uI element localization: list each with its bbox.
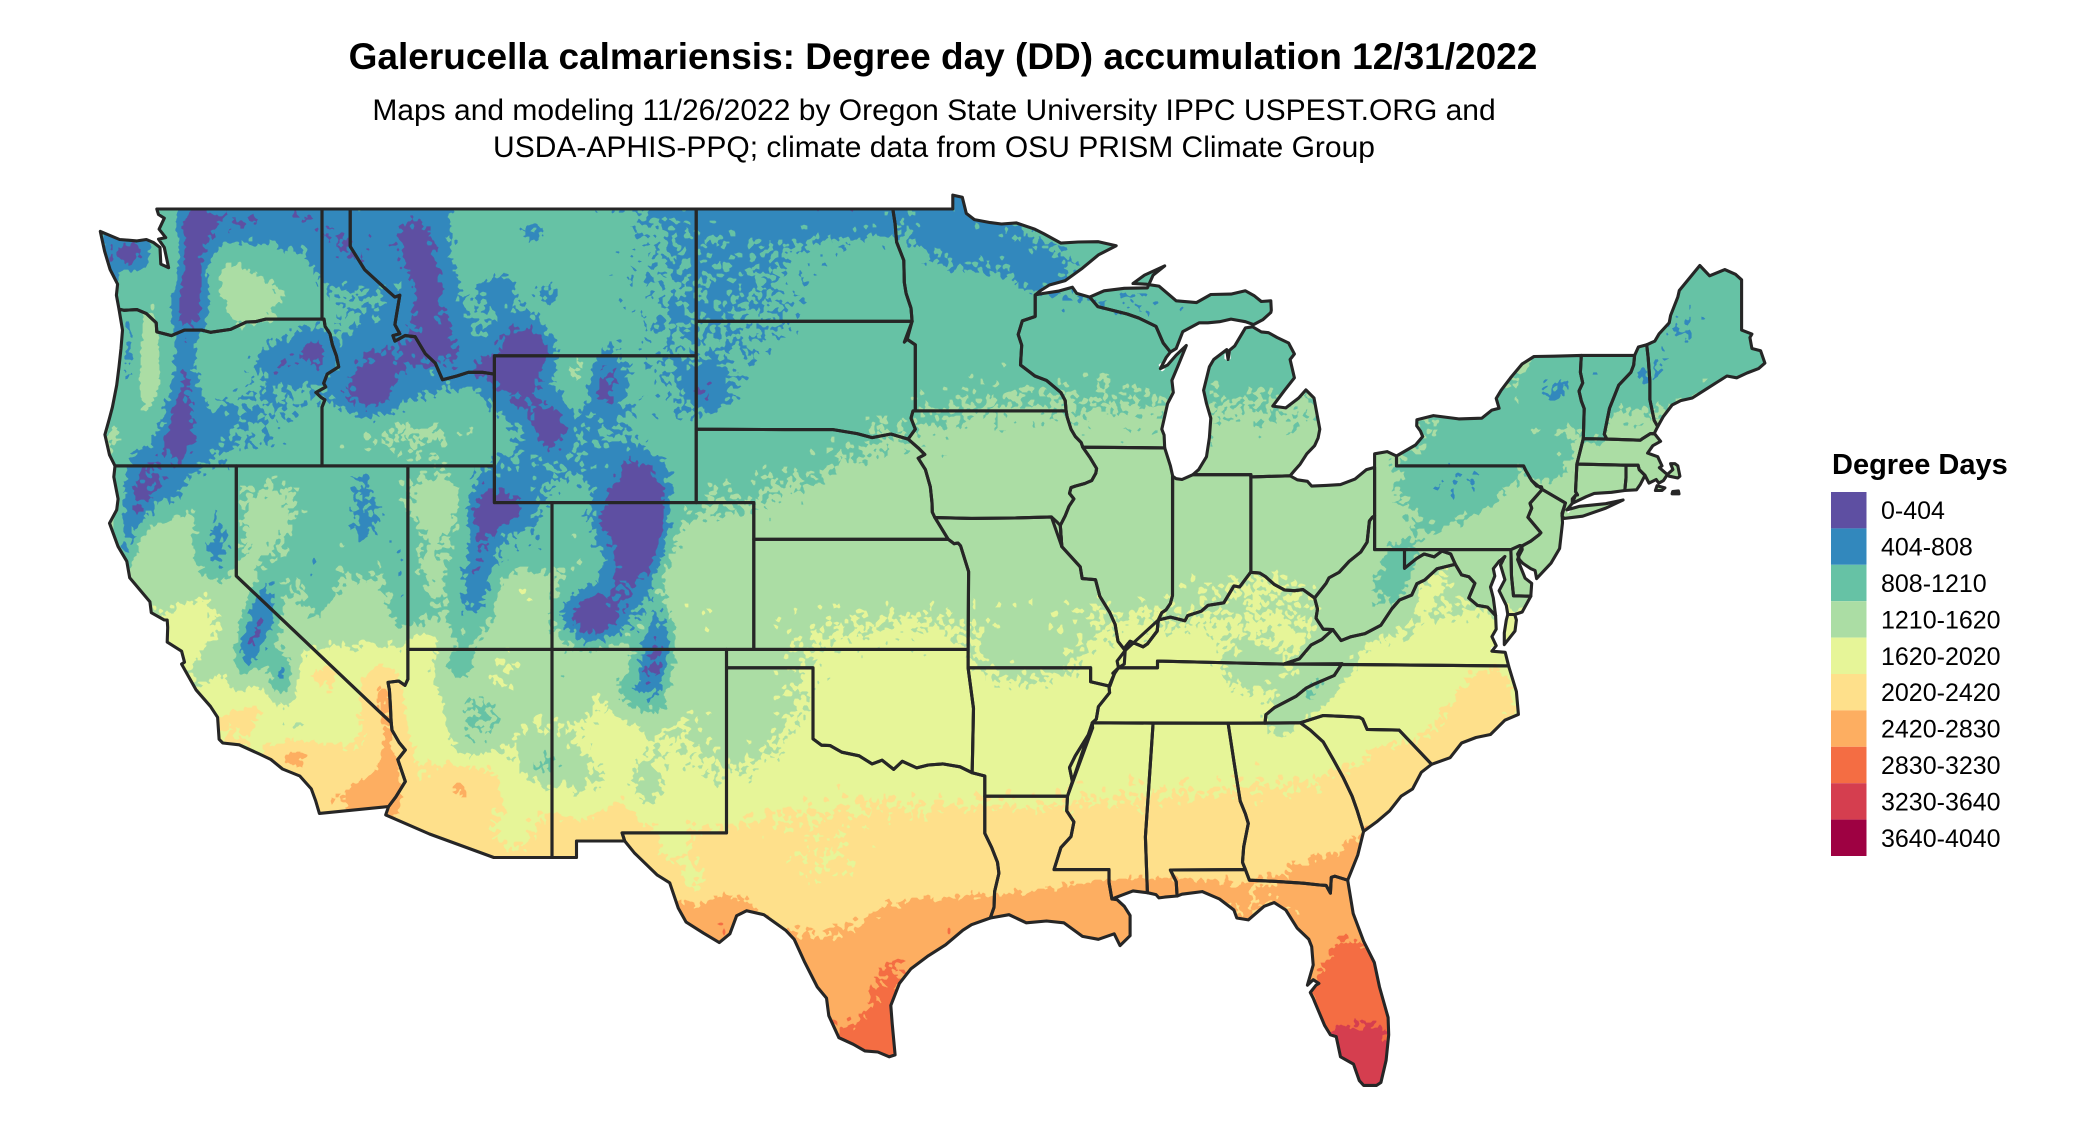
svg-text:3640-4040: 3640-4040 (1881, 825, 2001, 853)
svg-text:2830-3230: 2830-3230 (1881, 752, 2001, 780)
svg-text:808-1210: 808-1210 (1881, 570, 1987, 598)
svg-text:0-404: 0-404 (1881, 497, 1945, 525)
svg-text:Degree Days: Degree Days (1832, 449, 2008, 481)
svg-text:3230-3640: 3230-3640 (1881, 788, 2001, 816)
svg-text:Maps and modeling 11/26/2022 b: Maps and modeling 11/26/2022 by Oregon S… (372, 94, 1495, 127)
svg-text:1210-1620: 1210-1620 (1881, 606, 2001, 634)
svg-text:404-808: 404-808 (1881, 534, 1973, 562)
svg-text:2420-2830: 2420-2830 (1881, 716, 2001, 744)
svg-text:2020-2420: 2020-2420 (1881, 679, 2001, 707)
svg-text:USDA-APHIS-PPQ; climate data f: USDA-APHIS-PPQ; climate data from OSU PR… (493, 131, 1375, 164)
svg-text:Galerucella calmariensis: Degr: Galerucella calmariensis: Degree day (DD… (349, 36, 1538, 77)
svg-text:1620-2020: 1620-2020 (1881, 643, 2001, 671)
